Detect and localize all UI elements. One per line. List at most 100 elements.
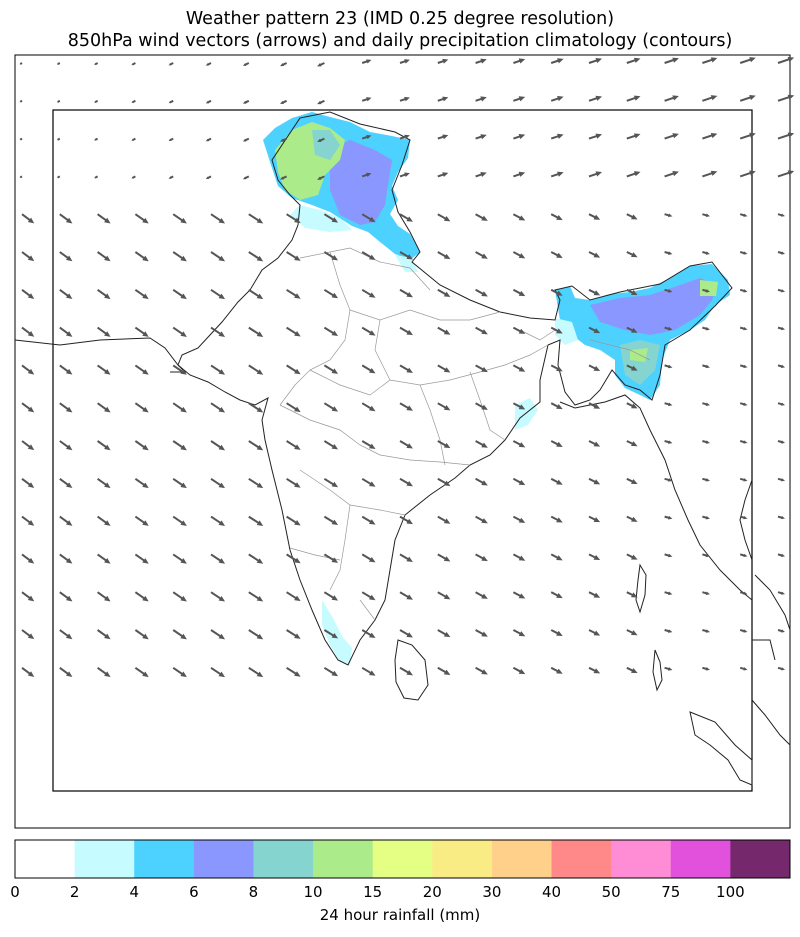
colorbar-tick-label: 4 xyxy=(129,883,139,901)
wind-arrow-head xyxy=(481,593,488,599)
wind-arrow-head xyxy=(331,292,339,299)
wind-arrow-head xyxy=(443,253,451,260)
wind-arrow-head xyxy=(368,632,376,638)
wind-arrow-head xyxy=(368,594,376,601)
wind-arrow-head xyxy=(481,404,488,410)
wind-arrow-head xyxy=(104,633,111,640)
wind-arrow-head xyxy=(242,138,247,142)
wind-arrow-head xyxy=(631,441,638,447)
wind-arrow-head xyxy=(180,482,187,489)
wind-arrow-head xyxy=(142,520,149,526)
wind-arrow-head xyxy=(518,404,526,410)
wind-arrow-head xyxy=(131,138,134,141)
wind-arrow-head xyxy=(180,444,187,451)
wind-arrow-head xyxy=(180,293,187,300)
wind-arrow-head xyxy=(142,217,149,224)
wind-arrow-head xyxy=(631,592,638,598)
wind-arrow-head xyxy=(556,328,563,334)
wind-arrow-head xyxy=(781,515,786,520)
wind-arrow-head xyxy=(27,633,35,640)
wind-arrow-head xyxy=(366,134,372,140)
wind-arrow-head xyxy=(705,629,710,633)
wind-arrow-head xyxy=(294,482,301,488)
wind-arrow-head xyxy=(331,670,339,677)
wind-arrow-head xyxy=(331,443,339,450)
wind-arrow-head xyxy=(104,557,111,564)
wind-arrow-head xyxy=(672,95,679,101)
wind-arrow-head xyxy=(593,290,601,296)
wind-arrow-head xyxy=(406,594,413,600)
wind-arrow-head xyxy=(142,595,149,602)
wind-arrow-head xyxy=(180,369,187,375)
wind-arrow-head xyxy=(518,134,526,140)
wind-arrow-head xyxy=(168,100,172,104)
wind-arrow-head xyxy=(94,100,97,103)
colorbar-tick-label: 15 xyxy=(363,883,383,901)
wind-arrow-head xyxy=(104,444,111,451)
wind-arrow-head xyxy=(256,293,264,300)
wind-arrow-head xyxy=(142,482,149,489)
wind-arrow-head xyxy=(631,554,638,560)
wind-arrow-head xyxy=(65,557,73,564)
wind-arrow-head xyxy=(781,364,786,368)
wind-arrow-head xyxy=(443,405,451,411)
colorbar-swatch xyxy=(611,840,672,878)
coastlines xyxy=(14,111,791,786)
colorbar-tick-label: 50 xyxy=(601,883,621,901)
wind-arrow-head xyxy=(743,289,748,293)
wind-arrow-head xyxy=(705,515,710,520)
wind-arrow-head xyxy=(672,170,679,177)
wind-arrow-head xyxy=(593,479,601,485)
wind-arrow-head xyxy=(595,133,603,139)
wind-arrow-head xyxy=(557,58,564,64)
colorbar-tick-label: 30 xyxy=(482,883,502,901)
wind-arrow-head xyxy=(556,366,563,372)
wind-arrow-head xyxy=(131,100,134,103)
wind-arrow-head xyxy=(280,63,285,67)
wind-arrow-head xyxy=(556,479,563,485)
wind-arrow-head xyxy=(593,630,601,636)
wind-arrow-head xyxy=(280,100,285,104)
wind-arrow-head xyxy=(368,254,376,260)
wind-arrow-head xyxy=(631,327,638,333)
wind-arrow-head xyxy=(94,138,97,141)
wind-arrow-head xyxy=(781,326,786,331)
wind-arrow-head xyxy=(27,444,35,451)
wind-arrow-head xyxy=(480,172,487,178)
wind-arrow-head xyxy=(443,669,451,675)
wind-arrow-head xyxy=(481,631,488,637)
wind-arrow-head xyxy=(631,667,638,674)
wind-arrow-head xyxy=(743,629,748,633)
wind-arrow-head xyxy=(205,138,209,142)
wind-arrow-head xyxy=(65,444,73,451)
wind-arrow-head xyxy=(631,403,638,409)
wind-arrow-head xyxy=(481,329,488,335)
colorbar-swatch xyxy=(491,840,553,878)
wind-arrow-head xyxy=(442,134,449,140)
wind-arrow-head xyxy=(631,478,638,485)
wind-arrow-head xyxy=(180,558,187,564)
wind-arrow-head xyxy=(94,63,97,65)
wind-arrow-head xyxy=(749,94,756,101)
wind-arrow-head xyxy=(406,443,413,449)
wind-arrow-head xyxy=(443,556,451,562)
wind-arrow-head xyxy=(242,63,247,66)
wind-arrow-head xyxy=(518,366,526,372)
wind-arrow-head xyxy=(518,171,526,177)
wind-arrow-head xyxy=(368,216,376,223)
wind-arrow-head xyxy=(518,555,526,561)
wind-arrow-head xyxy=(668,289,673,293)
wind-arrow-head xyxy=(781,478,786,482)
wind-arrow-head xyxy=(781,289,786,293)
wind-arrow-head xyxy=(743,553,748,558)
wind-arrow-head xyxy=(104,331,111,337)
colorbar-swatch xyxy=(313,840,374,878)
wind-arrow-head xyxy=(218,293,226,300)
wind-arrow-head xyxy=(593,441,601,447)
wind-arrow-head xyxy=(180,406,187,413)
wind-arrow-head xyxy=(180,255,187,262)
wind-arrow-head xyxy=(480,58,487,64)
colorbar-title: 24 hour rainfall (mm) xyxy=(319,906,481,924)
state-boundaries xyxy=(279,247,651,621)
